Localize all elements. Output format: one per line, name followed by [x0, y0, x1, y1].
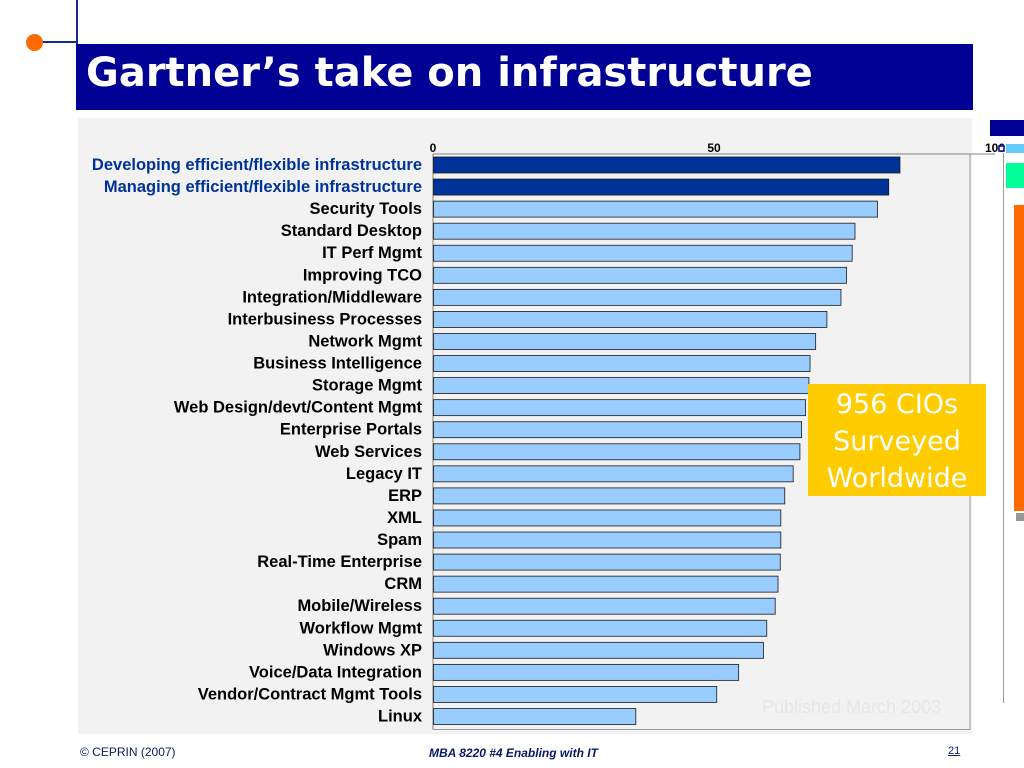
- category-label-3: Standard Desktop: [281, 222, 422, 240]
- bar-6: [433, 288, 842, 306]
- category-label-24: Vendor/Contract Mgmt Tools: [198, 685, 422, 703]
- bar-4: [433, 244, 853, 262]
- bar-9: [433, 355, 811, 372]
- bar-17: [433, 531, 782, 549]
- category-label-12: Enterprise Portals: [280, 421, 422, 439]
- bar-5: [433, 266, 847, 284]
- category-label-2: Security Tools: [310, 200, 422, 218]
- bar-0: [433, 156, 901, 174]
- callout-line-1: 956 CIOs: [835, 389, 959, 420]
- bar-7: [433, 311, 828, 328]
- bar-8: [433, 333, 817, 350]
- bar-18: [433, 553, 781, 571]
- decorative-gray-square: [1016, 513, 1024, 521]
- bar-1: [433, 178, 890, 196]
- category-label-18: Real-Time Enterprise: [257, 553, 422, 571]
- category-label-21: Workflow Mgmt: [299, 619, 422, 637]
- legend-marker-icon: [998, 145, 1005, 152]
- bar-24: [433, 686, 718, 703]
- category-label-8: Network Mgmt: [308, 332, 422, 350]
- category-label-1: Managing efficient/flexible infrastructu…: [104, 178, 422, 196]
- category-label-11: Web Design/devt/Content Mgmt: [174, 399, 423, 417]
- category-label-7: Interbusiness Processes: [228, 310, 422, 328]
- bar-22: [433, 641, 764, 659]
- category-label-17: Spam: [377, 531, 422, 549]
- category-label-10: Storage Mgmt: [312, 377, 423, 395]
- x-tick-label-0: 0: [430, 141, 437, 155]
- category-label-19: CRM: [384, 575, 422, 593]
- category-label-6: Integration/Middleware: [242, 288, 422, 306]
- bar-13: [433, 443, 801, 461]
- decorative-vertical-line: [76, 0, 78, 44]
- category-label-15: ERP: [388, 487, 422, 505]
- decorative-gray-line: [1003, 153, 1004, 703]
- title-bar: Gartner’s take on infrastructure: [76, 44, 973, 110]
- decorative-light-blue-block: [1006, 144, 1024, 153]
- category-label-0: Developing efficient/flexible infrastruc…: [92, 156, 422, 174]
- bar-12: [433, 421, 803, 439]
- category-label-4: IT Perf Mgmt: [322, 244, 422, 262]
- footer-copyright: © CEPRIN (2007): [80, 745, 176, 759]
- page-number: 21: [948, 745, 961, 757]
- bar-3: [433, 222, 856, 240]
- category-label-25: Linux: [378, 708, 423, 726]
- category-label-9: Business Intelligence: [253, 355, 422, 373]
- bar-16: [433, 509, 782, 527]
- callout-line-2: Surveyed: [833, 426, 961, 457]
- bar-25: [433, 708, 637, 725]
- orange-bullet-dot: [26, 34, 43, 51]
- bar-10: [433, 377, 810, 395]
- bar-15: [433, 487, 786, 505]
- category-label-20: Mobile/Wireless: [297, 597, 422, 615]
- bar-2: [433, 200, 878, 218]
- category-label-16: XML: [387, 509, 422, 527]
- decorative-orange-bar: [1014, 205, 1024, 511]
- decorative-horizontal-line: [40, 41, 78, 43]
- published-note: Published March 2003: [762, 697, 942, 717]
- decorative-blue-block: [990, 120, 1024, 136]
- bar-19: [433, 575, 779, 593]
- x-tick-label-50: 50: [707, 141, 721, 155]
- bar-14: [433, 465, 794, 483]
- bar-11: [433, 399, 806, 417]
- footer-course: MBA 8220 #4 Enabling with IT: [429, 746, 598, 760]
- bar-20: [433, 597, 776, 615]
- survey-callout: 956 CIOs Surveyed Worldwide: [808, 384, 986, 496]
- category-label-23: Voice/Data Integration: [249, 663, 422, 681]
- bar-21: [433, 619, 768, 637]
- slide-title: Gartner’s take on infrastructure: [86, 50, 813, 96]
- category-label-13: Web Services: [315, 443, 422, 461]
- category-label-22: Windows XP: [323, 641, 422, 659]
- callout-line-3: Worldwide: [826, 463, 968, 494]
- bar-23: [433, 663, 740, 681]
- decorative-green-block: [1006, 163, 1024, 188]
- category-label-14: Legacy IT: [346, 465, 422, 483]
- category-label-5: Improving TCO: [303, 266, 422, 284]
